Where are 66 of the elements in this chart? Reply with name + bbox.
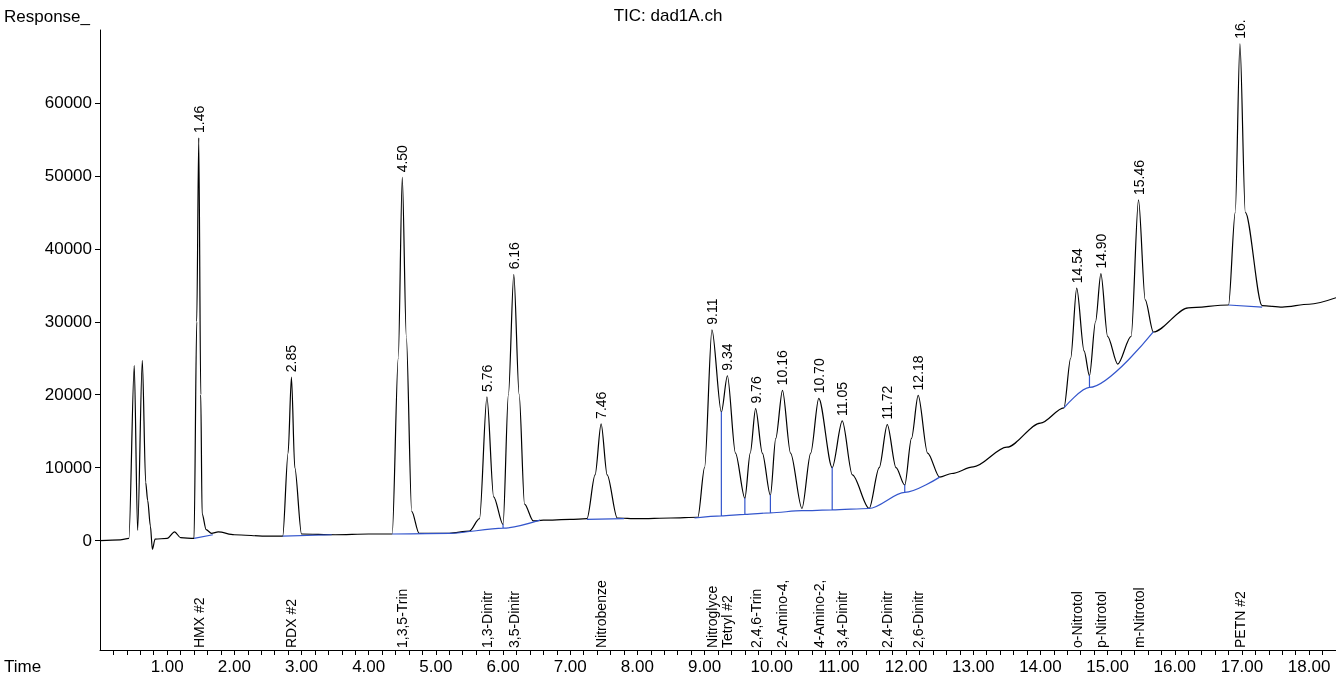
x-tick-label: 8.00 (620, 657, 654, 676)
y-tick-label: 60000 (44, 93, 92, 113)
y-axis-title: Response_ (4, 7, 91, 26)
x-tick-label: 15.00 (1086, 657, 1129, 676)
annotation: 16. (1231, 19, 1248, 39)
x-tick-label: 9.00 (688, 657, 722, 676)
chart-title: TIC: dad1A.ch (613, 6, 723, 25)
annotation: 2-Amino-4, (774, 579, 791, 648)
line-series (391, 519, 541, 535)
annotation: 11.72 (879, 385, 896, 420)
annotation: 14.54 (1068, 247, 1085, 284)
annotation: Tetryl #2 (719, 594, 736, 648)
annotation: 14.90 (1092, 233, 1109, 269)
annotation: RDX #2 (283, 598, 300, 648)
annotation: Nitroglyce (703, 585, 720, 648)
annotation: m-Nitrotol (1130, 587, 1147, 648)
annotation: 5.76 (478, 364, 495, 392)
annotation: 2.85 (283, 344, 300, 373)
y-tick-label: 40000 (44, 239, 92, 259)
annotation: 2,4-Dinitr (879, 590, 896, 648)
x-tick-label: 6.00 (486, 657, 520, 676)
line-series (1063, 331, 1154, 409)
annotation: 2,4,6-Trin (747, 588, 764, 648)
annotation: 3,4-Dinitr (834, 590, 851, 648)
annotation: 10.70 (810, 358, 827, 394)
annotation: 3,5-Dinitr (505, 590, 522, 648)
x-axis-title: Time (4, 657, 42, 676)
x-tick-label: 2.00 (217, 657, 251, 676)
annotation: 9.34 (719, 343, 736, 371)
annotation: Nitrobenze (593, 580, 610, 648)
annotation: 11.05 (834, 381, 851, 416)
y-tick-label: 0 (82, 531, 92, 551)
annotation: HMX #2 (190, 597, 207, 648)
x-tick-label: 7.00 (553, 657, 587, 676)
x-tick-label: 12.00 (884, 657, 928, 676)
x-tick-label: 5.00 (419, 657, 453, 676)
annotation: 9.76 (747, 376, 764, 404)
annotation: 10.16 (774, 350, 791, 386)
annotation: 7.46 (593, 391, 610, 419)
annotation: PETN #2 (1231, 590, 1248, 648)
x-tick-label: 10.00 (750, 657, 794, 676)
annotation: 1.46 (190, 105, 207, 133)
y-tick-label: 20000 (44, 385, 92, 405)
y-tick-label: 50000 (44, 166, 92, 186)
annotation: 4.50 (394, 144, 411, 173)
x-tick-label: 11.00 (818, 657, 860, 676)
x-tick-label: 18.00 (1287, 657, 1331, 676)
annotation: 1,3,5-Trin (394, 588, 411, 648)
x-tick-label: 3.00 (284, 657, 319, 676)
annotation: 6.16 (505, 241, 522, 270)
y-tick-label: 10000 (44, 458, 92, 478)
x-tick-label: 4.00 (352, 657, 386, 676)
x-tick-label: 1.00 (150, 657, 184, 676)
annotation: 2,6-Dinitr (910, 590, 927, 648)
annotation: p-Nitrotol (1092, 591, 1109, 648)
x-tick-label: 13.00 (951, 657, 995, 676)
x-tick-label: 17.00 (1220, 657, 1264, 676)
x-tick-label: 14.00 (1019, 657, 1062, 676)
x-tick-label: 16.00 (1153, 657, 1197, 676)
annotation: 1,3-Dinitr (478, 590, 495, 648)
annotation: 15.46 (1130, 159, 1147, 195)
annotation: o-Nitrotol (1068, 591, 1085, 648)
y-tick-label: 30000 (44, 312, 92, 332)
annotation: 4-Amino-2, (810, 579, 827, 648)
annotation: 9.11 (703, 298, 720, 325)
annotation: 12.18 (910, 355, 927, 391)
